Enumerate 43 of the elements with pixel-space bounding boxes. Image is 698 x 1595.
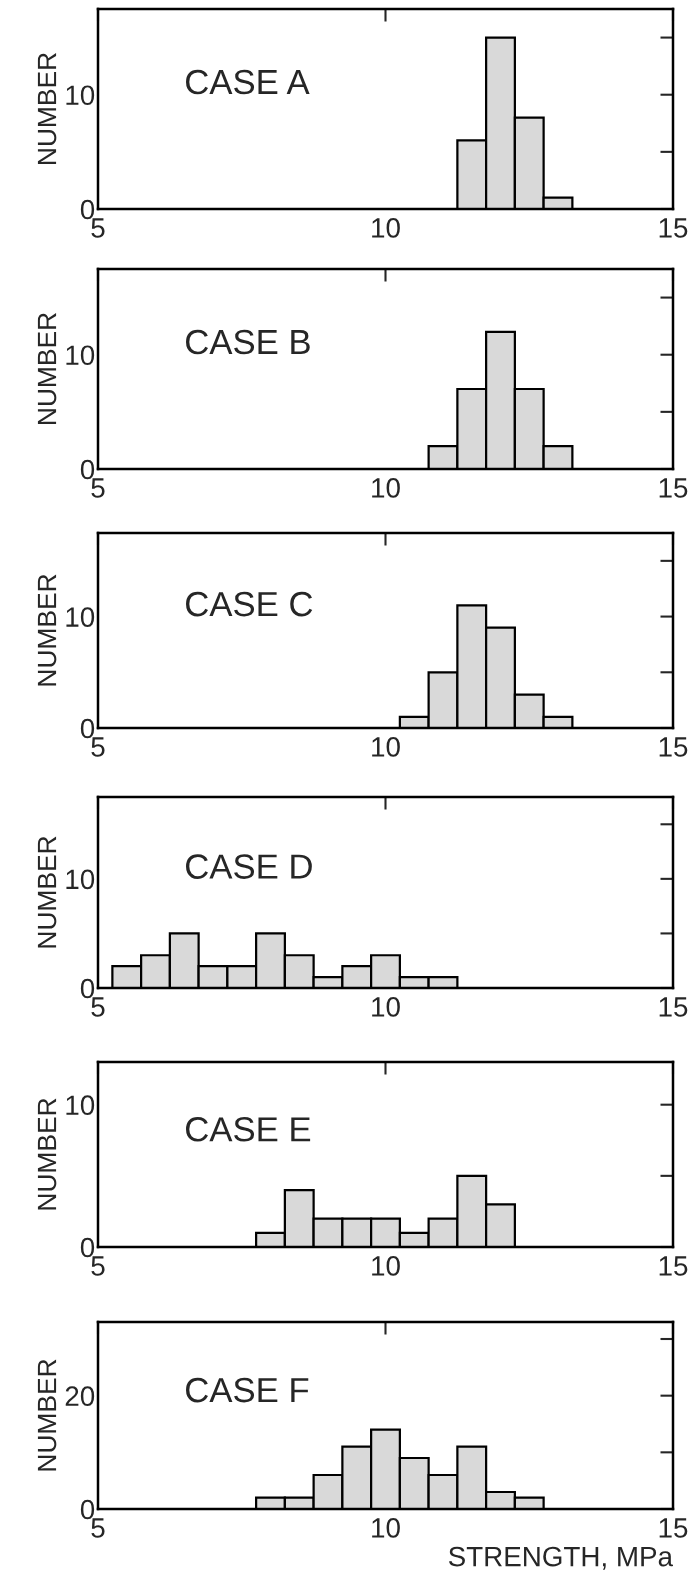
y-tick-label: 0 — [80, 718, 95, 739]
y-tick-label: 0 — [80, 1499, 95, 1520]
x-tick-label: 5 — [91, 478, 105, 498]
y-tick-label: 0 — [80, 978, 95, 999]
y-axis-title: NUMBER — [37, 836, 57, 948]
y-tick-label: 10 — [66, 1095, 95, 1116]
annotation: CASE F — [186, 1377, 309, 1403]
annotation: CASE C — [186, 591, 313, 617]
x-tick-label: 5 — [91, 1256, 105, 1276]
y-axis-title: NUMBER — [37, 574, 57, 686]
y-axis-title: NUMBER — [37, 1359, 57, 1471]
x-tick-label: 10 — [372, 478, 400, 498]
x-tick-label: 15 — [659, 997, 688, 1017]
x-tick-label: 10 — [372, 1518, 400, 1538]
x-tick-label: 10 — [372, 218, 400, 238]
y-tick-label: 0 — [80, 459, 95, 480]
y-tick-label: 10 — [66, 85, 95, 106]
y-tick-label: 10 — [66, 345, 95, 366]
x-tick-label: 15 — [659, 478, 688, 498]
x-tick-label: 5 — [91, 218, 105, 238]
y-axis-title: NUMBER — [37, 313, 57, 425]
annotation: CASE B — [186, 329, 310, 355]
x-tick-label: 10 — [372, 997, 400, 1017]
annotation: CASE A — [186, 69, 310, 95]
x-tick-label: 10 — [372, 1256, 400, 1276]
annotation: CASE E — [186, 1117, 311, 1142]
x-tick-label: 15 — [659, 737, 688, 757]
y-tick-label: 10 — [66, 869, 95, 890]
y-tick-label: 0 — [80, 199, 95, 220]
y-axis-title: NUMBER — [37, 1098, 57, 1210]
x-tick-label: 5 — [91, 997, 105, 1017]
y-axis-title: NUMBER — [37, 53, 57, 165]
annotation: CASE D — [186, 854, 312, 879]
y-tick-label: 10 — [66, 607, 95, 627]
x-tick-label: 15 — [659, 218, 688, 238]
y-tick-label: 20 — [65, 1386, 95, 1407]
x-tick-label: 10 — [372, 737, 400, 757]
x-tick-label: 5 — [91, 737, 105, 757]
x-axis-title: STRENGTH, MPa — [448, 1546, 673, 1570]
y-tick-label: 0 — [80, 1237, 95, 1258]
x-tick-label: 15 — [659, 1256, 688, 1276]
x-tick-label: 15 — [659, 1518, 688, 1538]
x-tick-label: 5 — [91, 1518, 105, 1538]
